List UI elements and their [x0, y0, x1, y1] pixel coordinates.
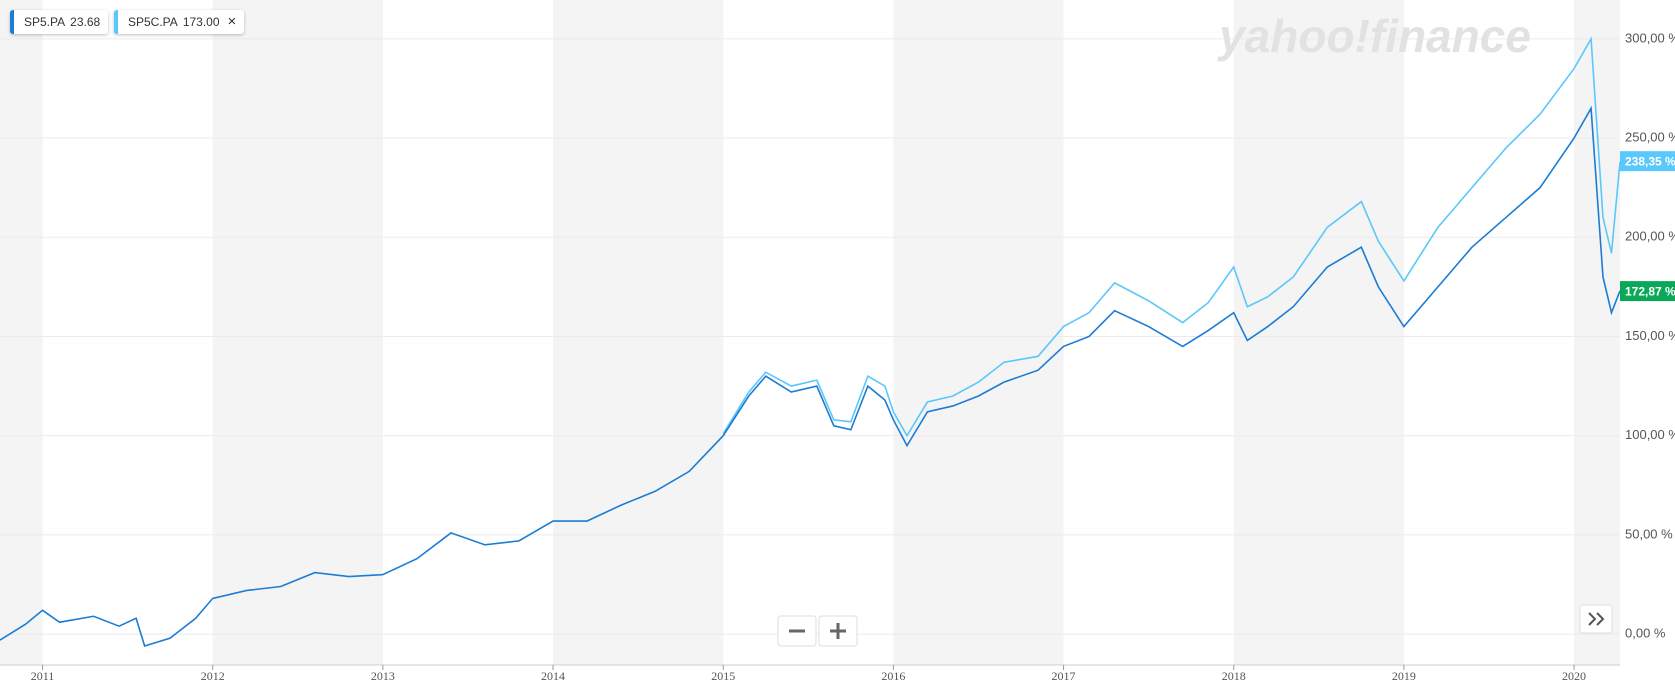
x-tick-label: 2016	[881, 669, 905, 683]
remove-icon[interactable]: ×	[227, 13, 237, 30]
x-tick-label: 2012	[201, 669, 225, 683]
watermark: yahoo!finance	[1217, 10, 1531, 62]
x-tick-label: 2020	[1562, 669, 1586, 683]
y-tick-label: 200,00 %	[1625, 229, 1675, 244]
x-tick-label: 2019	[1392, 669, 1416, 683]
x-tick-label: 2015	[711, 669, 735, 683]
year-band	[553, 0, 724, 665]
last-value-badge	[1620, 281, 1675, 302]
legend-item[interactable]: SP5C.PA 173.00 ×	[114, 10, 245, 34]
legend-price: 173.00	[182, 15, 220, 29]
last-value-badge	[1620, 151, 1675, 172]
x-tick-label: 2018	[1222, 669, 1246, 683]
y-tick-label: 300,00 %	[1625, 30, 1675, 45]
y-tick-label: 250,00 %	[1625, 129, 1675, 144]
year-band	[1574, 0, 1620, 665]
x-tick-label: 2013	[371, 669, 395, 683]
x-tick-label: 2014	[541, 669, 565, 683]
y-tick-label: 100,00 %	[1625, 427, 1675, 442]
zoom-in-icon	[830, 623, 846, 639]
series-line	[722, 36, 1621, 438]
x-tick-label: 2011	[31, 669, 55, 683]
y-tick-label: 0,00 %	[1625, 626, 1666, 641]
x-tick-label: 2017	[1052, 669, 1076, 683]
year-band	[1233, 0, 1404, 665]
last-value-label: 238,35 %	[1625, 154, 1675, 168]
legend-name: SP5.PA	[24, 15, 66, 29]
year-band	[893, 0, 1064, 665]
year-band	[212, 0, 383, 665]
y-tick-label: 50,00 %	[1625, 526, 1673, 541]
y-tick-label: 150,00 %	[1625, 328, 1675, 343]
last-value-label: 172,87 %	[1625, 284, 1675, 298]
scroll-end-icon	[1588, 612, 1605, 626]
legend-name: SP5C.PA	[128, 15, 178, 29]
series-line	[0, 105, 1621, 648]
legend-price: 23.68	[70, 15, 101, 29]
year-band	[0, 0, 43, 665]
legend-item[interactable]: SP5.PA 23.68	[10, 10, 109, 34]
